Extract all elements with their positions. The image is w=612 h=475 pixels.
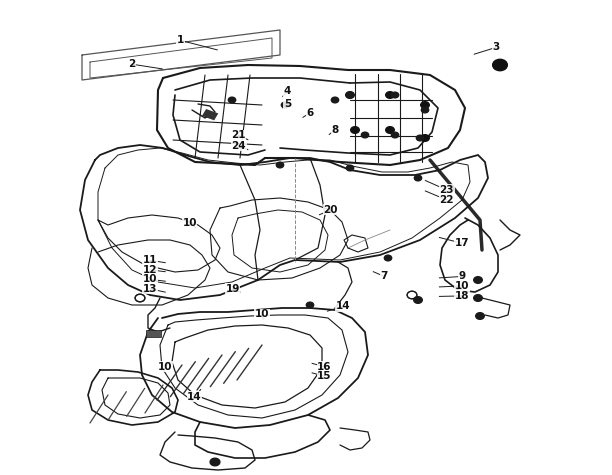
Text: 5: 5	[284, 98, 291, 109]
Text: 10: 10	[182, 218, 197, 228]
Circle shape	[386, 92, 394, 98]
Text: 21: 21	[231, 130, 246, 141]
Text: 10: 10	[143, 274, 157, 285]
Circle shape	[476, 313, 484, 319]
Circle shape	[228, 97, 236, 103]
Circle shape	[307, 302, 314, 308]
Text: 10: 10	[158, 361, 173, 372]
Text: 6: 6	[306, 108, 313, 118]
Text: 1: 1	[177, 35, 184, 46]
Circle shape	[474, 294, 482, 301]
Text: 16: 16	[317, 361, 332, 372]
Text: 4: 4	[284, 86, 291, 96]
Circle shape	[282, 102, 289, 108]
Circle shape	[493, 59, 507, 71]
Text: 22: 22	[439, 195, 454, 205]
Circle shape	[391, 132, 398, 138]
Circle shape	[277, 162, 284, 168]
Text: 13: 13	[143, 284, 157, 294]
Bar	[202, 109, 218, 120]
Circle shape	[420, 102, 429, 108]
Circle shape	[210, 458, 220, 466]
Circle shape	[414, 175, 422, 181]
Circle shape	[361, 132, 368, 138]
Text: 3: 3	[492, 42, 499, 53]
Text: 20: 20	[323, 205, 338, 215]
Circle shape	[416, 135, 424, 141]
Text: 23: 23	[439, 185, 454, 195]
Text: 7: 7	[381, 271, 388, 282]
Bar	[146, 330, 161, 337]
Text: 10: 10	[455, 281, 469, 291]
Circle shape	[351, 127, 359, 133]
Circle shape	[414, 297, 422, 304]
Text: 15: 15	[317, 371, 332, 381]
Circle shape	[346, 92, 354, 98]
Circle shape	[420, 135, 429, 142]
Circle shape	[474, 276, 482, 283]
Text: 17: 17	[455, 238, 469, 248]
Text: 24: 24	[231, 141, 246, 151]
Text: 12: 12	[143, 265, 157, 275]
Circle shape	[386, 127, 394, 133]
Circle shape	[346, 165, 354, 171]
Text: 2: 2	[128, 59, 135, 69]
Text: 19: 19	[225, 284, 240, 294]
Circle shape	[331, 97, 338, 103]
Circle shape	[346, 92, 354, 98]
Circle shape	[384, 255, 392, 261]
Text: 9: 9	[458, 271, 466, 282]
Text: 14: 14	[335, 301, 350, 312]
Text: 18: 18	[455, 291, 469, 301]
Text: 11: 11	[143, 255, 157, 266]
Text: 14: 14	[187, 391, 202, 402]
Circle shape	[391, 92, 398, 98]
Circle shape	[421, 107, 428, 113]
Text: 8: 8	[332, 124, 339, 135]
Text: 10: 10	[255, 309, 269, 320]
